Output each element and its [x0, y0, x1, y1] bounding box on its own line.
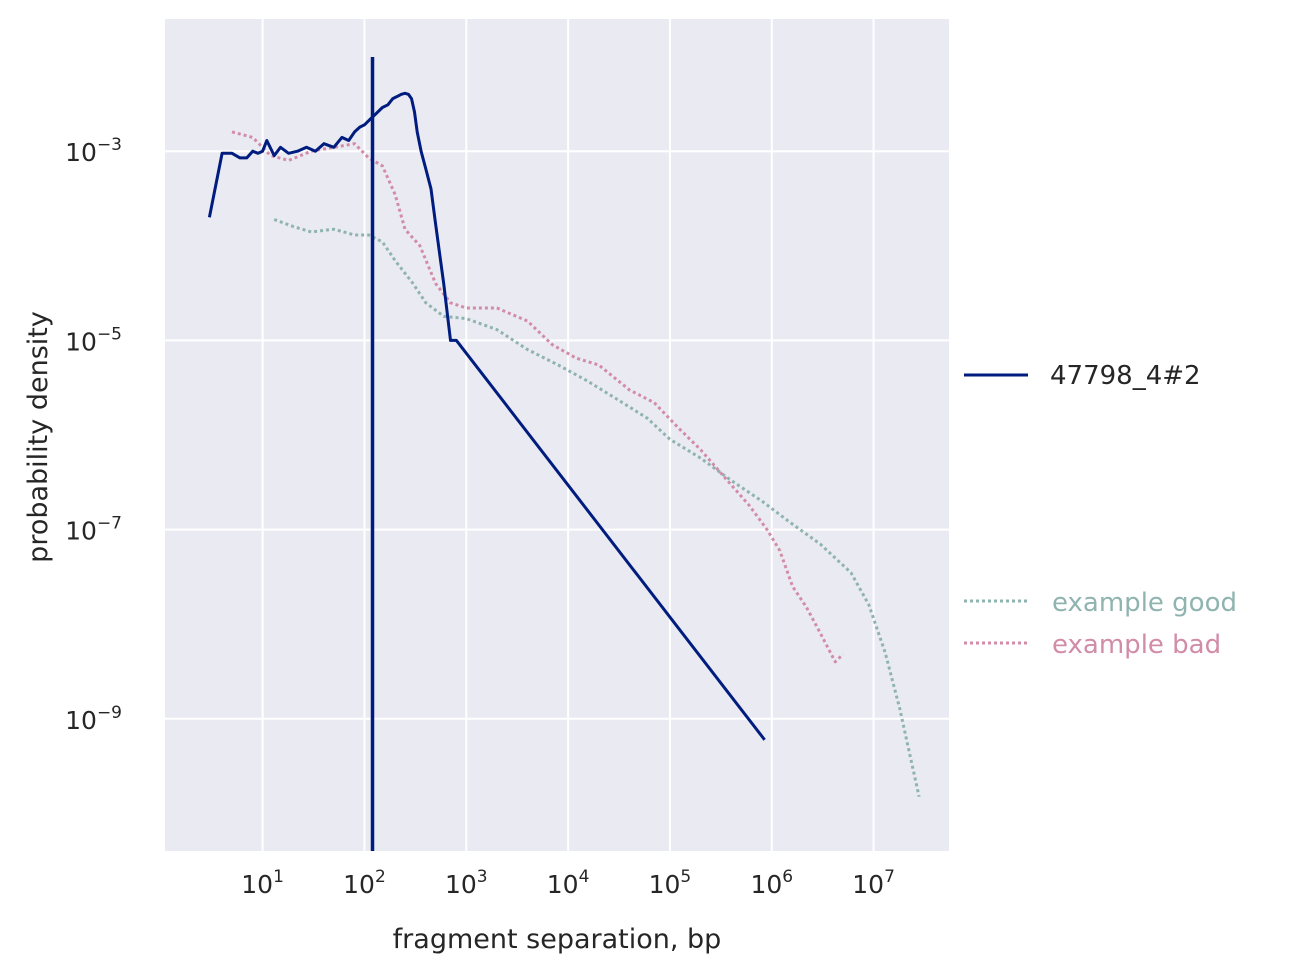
y-tick-exponent: −9 — [97, 703, 122, 723]
y-tick-label: 10−9 — [65, 703, 122, 735]
x-tick-base: 10 — [649, 870, 681, 899]
x-tick-exponent: 6 — [782, 867, 793, 887]
legend-reference-label: example bad — [1052, 630, 1221, 660]
y-tick-base: 10 — [65, 138, 97, 167]
x-tick-base: 10 — [445, 870, 477, 899]
legend-reference-label: example good — [1052, 588, 1237, 618]
y-tick-exponent: −5 — [97, 324, 122, 344]
x-tick-base: 10 — [750, 870, 782, 899]
x-tick-exponent: 2 — [375, 867, 386, 887]
x-tick-exponent: 4 — [579, 867, 590, 887]
x-tick-base: 10 — [852, 870, 884, 899]
y-tick-exponent: −3 — [97, 135, 122, 155]
plot-area — [165, 19, 949, 851]
x-tick-exponent: 3 — [477, 867, 488, 887]
x-tick-base: 10 — [547, 870, 579, 899]
x-tick-labels: 101 102 103 104 105 106 107 — [241, 867, 895, 899]
x-tick-exponent: 1 — [273, 867, 284, 887]
y-axis-label: probability density — [23, 311, 54, 563]
series-layer — [207, 57, 921, 851]
x-tick-label: 106 — [750, 867, 793, 899]
x-tick-label: 102 — [343, 867, 386, 899]
series-line — [231, 130, 845, 664]
x-tick-base: 10 — [241, 870, 273, 899]
grid — [165, 19, 949, 851]
series-line — [207, 91, 766, 741]
y-tick-base: 10 — [65, 517, 97, 546]
y-tick-base: 10 — [65, 327, 97, 356]
legend-references: example good example bad — [964, 588, 1237, 660]
legend-primary: 47798_4#2 — [964, 361, 1201, 391]
y-tick-label: 10−3 — [65, 135, 122, 167]
y-tick-exponent: −7 — [97, 514, 122, 534]
legend-primary-label: 47798_4#2 — [1050, 361, 1201, 391]
x-axis-label: fragment separation, bp — [393, 924, 722, 955]
x-tick-label: 105 — [649, 867, 692, 899]
x-tick-exponent: 5 — [680, 867, 691, 887]
x-tick-label: 103 — [445, 867, 488, 899]
y-tick-label: 10−5 — [65, 324, 122, 356]
y-tick-base: 10 — [65, 706, 97, 735]
x-tick-base: 10 — [343, 870, 375, 899]
x-tick-label: 104 — [547, 867, 590, 899]
y-tick-labels: 10−310−510−710−9 — [65, 135, 122, 735]
x-tick-label: 101 — [241, 867, 284, 899]
x-tick-exponent: 7 — [884, 867, 895, 887]
series-line — [273, 218, 921, 798]
x-tick-label: 107 — [852, 867, 895, 899]
y-tick-label: 10−7 — [65, 514, 122, 546]
